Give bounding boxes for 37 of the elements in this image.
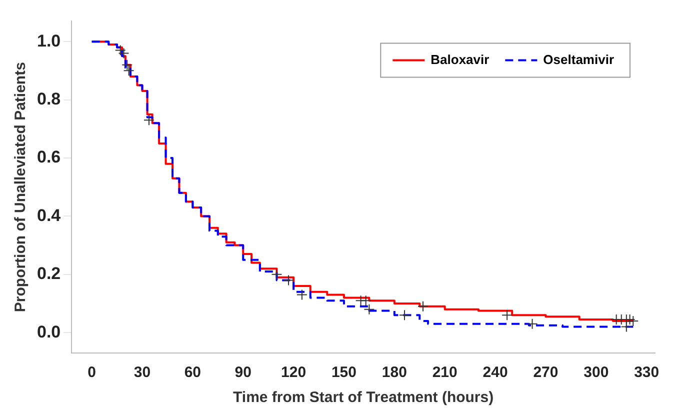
point (122, 59, 133, 70)
x-tick-label: 60 (184, 364, 202, 382)
y-tick-label: 0.4 (36, 206, 62, 225)
x-tick-label: 240 (482, 364, 508, 382)
point (123, 65, 134, 76)
x-tick-label: 210 (432, 364, 458, 382)
y-tick-label: 1.0 (36, 31, 61, 50)
x-tick-label: 150 (331, 364, 356, 382)
x-tick-label: 330 (634, 364, 660, 382)
point (360, 295, 372, 306)
point (283, 274, 294, 286)
x-tick-label: 300 (584, 364, 609, 382)
x-axis-title: Time from Start of Treatment (hours) (233, 389, 494, 406)
y-tick-label: 0.8 (36, 89, 61, 108)
point (399, 310, 410, 321)
legend-label: Oseltamivir (543, 52, 614, 67)
point (526, 318, 538, 330)
y-tick-label: 0.2 (36, 264, 61, 284)
point (364, 304, 375, 315)
x-tick-label: 120 (281, 364, 306, 382)
point (118, 48, 130, 59)
point (271, 268, 282, 280)
x-tick-label: 270 (533, 364, 558, 382)
x-tick-label: 30 (134, 364, 151, 382)
x-tick-label: 90 (234, 364, 252, 382)
y-tick-label: 0.6 (36, 148, 61, 167)
x-tick-label: 180 (382, 364, 407, 382)
point (296, 289, 308, 300)
point (628, 315, 639, 326)
point (114, 44, 126, 56)
point (143, 114, 154, 126)
y-axis-title: Proportion of Unalleviated Patients (12, 62, 30, 312)
x-tick-label: 0 (88, 364, 96, 382)
legend-label: Baloxavir (430, 52, 490, 67)
y-tick-label: 0.0 (36, 322, 61, 342)
point (502, 310, 513, 321)
point (418, 300, 428, 312)
